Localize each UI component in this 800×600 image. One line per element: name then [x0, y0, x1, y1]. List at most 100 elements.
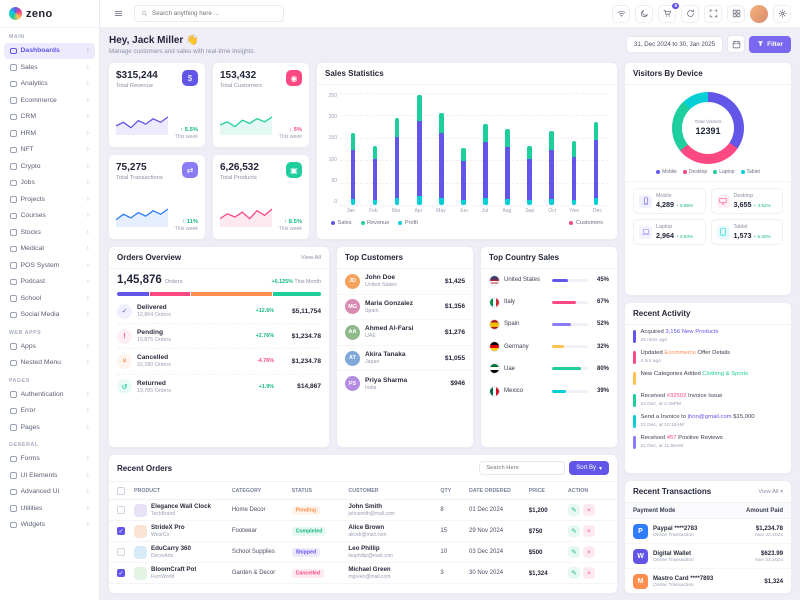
country-progress	[552, 389, 588, 393]
country-row[interactable]: Germany 32%	[481, 336, 617, 358]
x-axis-label: Jun	[459, 208, 468, 214]
orders-overview-row[interactable]: ! Pending 15,875 Orders +2.76% $1,234.78	[117, 324, 321, 350]
delete-button[interactable]: ×	[582, 504, 595, 516]
edit-button[interactable]: ✎	[567, 567, 580, 579]
chevron-right-icon: ›	[86, 80, 89, 88]
customer-row[interactable]: JD John Doe United States $1,425	[337, 269, 473, 295]
grid-icon[interactable]	[727, 4, 745, 23]
orders-overview-row[interactable]: ✓ Delivered 12,864 Orders +12.6% $5,11,754	[117, 299, 321, 325]
sidebar-item-ecommerce[interactable]: Ecommerce ›	[4, 93, 95, 109]
customer-row[interactable]: MG Maria Gonzalez Spain $1,356	[337, 295, 473, 321]
sidebar-item-pages[interactable]: Pages ›	[4, 420, 95, 436]
sidebar-item-nft[interactable]: NFT ›	[4, 142, 95, 158]
sidebar-item-school[interactable]: School ›	[4, 291, 95, 307]
sidebar-item-courses[interactable]: Courses ›	[4, 208, 95, 224]
legend-profit[interactable]: Profit	[398, 220, 418, 226]
refresh-icon[interactable]	[681, 4, 699, 23]
date-range-picker[interactable]: 31, Dec 2024 to 30, Jan 2025	[625, 35, 724, 53]
sidebar-item-medical[interactable]: Medical ›	[4, 241, 95, 257]
sidebar-item-forms[interactable]: Forms ›	[4, 451, 95, 467]
legend-sales[interactable]: Sales	[331, 220, 352, 226]
edit-button[interactable]: ✎	[567, 546, 580, 558]
sidebar-item-analytics[interactable]: Analytics ›	[4, 76, 95, 92]
row-checkbox[interactable]	[117, 506, 125, 514]
customer-row[interactable]: AT Akira Tanaka Japan $1,055	[337, 346, 473, 372]
sidebar-item-jobs[interactable]: Jobs ›	[4, 175, 95, 191]
order-amount: $1,234.78	[291, 332, 321, 340]
sidebar-item-podcast[interactable]: Podcast ›	[4, 274, 95, 290]
sidebar-item-ui-elements[interactable]: UI Elements ›	[4, 468, 95, 484]
user-avatar[interactable]	[750, 4, 768, 23]
transaction-row[interactable]: P Paypal ****2783 Online Transaction $1,234…	[625, 519, 791, 545]
delete-button[interactable]: ×	[582, 525, 595, 537]
sidebar-item-projects[interactable]: Projects ›	[4, 192, 95, 208]
sidebar-item-stocks[interactable]: Stocks ›	[4, 225, 95, 241]
order-customer-name: Alice Brown	[348, 524, 385, 531]
sidebar-item-authentication[interactable]: Authentication ›	[4, 387, 95, 403]
country-row[interactable]: Italy 67%	[481, 291, 617, 313]
transaction-row[interactable]: W Digital Wallet Online Transaction $623.99…	[625, 544, 791, 570]
sidebar-item-advanced-ui[interactable]: Advanced UI ›	[4, 484, 95, 500]
transaction-row[interactable]: M Mastro Card ****7893 Online Transaction $…	[625, 569, 791, 593]
customer-row[interactable]: AA Ahmed Al-Farsi UAE $1,276	[337, 320, 473, 346]
legend-tablet[interactable]: Tablet	[740, 169, 760, 175]
legend-desktop[interactable]: Desktop	[682, 169, 707, 175]
edit-button[interactable]: ✎	[567, 525, 580, 537]
fullscreen-icon[interactable]	[704, 4, 722, 23]
sidebar-item-hrm[interactable]: HRM ›	[4, 126, 95, 142]
sidebar-item-crypto[interactable]: Crypto ›	[4, 159, 95, 175]
select-all-checkbox[interactable]	[117, 486, 125, 495]
dark-mode-icon[interactable]	[635, 4, 653, 23]
activity-item: Received 457 Positive Reviews 21 Dec, at …	[625, 432, 791, 453]
sidebar-item-widgets[interactable]: Widgets ›	[4, 517, 95, 533]
legend-revenue[interactable]: Revenue	[360, 220, 389, 226]
cart-icon[interactable]: 5	[658, 2, 679, 23]
country-row[interactable]: Uae 80%	[481, 358, 617, 380]
wifi-icon[interactable]	[612, 4, 630, 23]
product-cell: EduCarry 360 DecorArts	[134, 545, 228, 559]
delete-button[interactable]: ×	[582, 546, 595, 558]
country-row[interactable]: Spain 52%	[481, 313, 617, 335]
filter-button[interactable]: Filter	[749, 35, 791, 53]
bar-group-aug	[505, 129, 510, 205]
legend-dot	[398, 221, 403, 225]
sidebar-item-crm[interactable]: CRM ›	[4, 109, 95, 125]
edit-button[interactable]: ✎	[567, 504, 580, 516]
transactions-view-all-link[interactable]: View All ▾	[758, 489, 783, 495]
settings-icon[interactable]	[773, 4, 791, 23]
legend-laptop[interactable]: Laptop	[713, 169, 735, 175]
legend-mobile[interactable]: Mobile	[656, 169, 677, 175]
sidebar-item-utilities[interactable]: Utilities ›	[4, 501, 95, 517]
nested-menu-icon	[10, 359, 17, 366]
sales-bar	[593, 140, 599, 199]
country-row[interactable]: Mexico 39%	[481, 380, 617, 402]
calendar-button[interactable]	[727, 35, 746, 53]
legend-customers[interactable]: Customers	[569, 220, 603, 226]
country-row[interactable]: United States 45%	[481, 269, 617, 291]
orders-view-all-link[interactable]: View All	[300, 254, 321, 261]
customer-row[interactable]: PS Priya Sharma India $946	[337, 371, 473, 396]
orders-overview-row[interactable]: ↺ Returned 19,785 Orders +1.9% $14,867	[117, 375, 321, 399]
delete-button[interactable]: ×	[582, 567, 595, 579]
sidebar-item-dashboards[interactable]: Dashboards ›	[4, 43, 95, 59]
sidebar-item-social-media[interactable]: Social Media ›	[4, 307, 95, 323]
brand-logo[interactable]: zeno	[0, 0, 99, 28]
search-bar[interactable]	[134, 5, 284, 22]
topbar-icon-group: 5	[612, 2, 745, 23]
row-checkbox[interactable]: ✓	[117, 527, 125, 535]
sort-by-button[interactable]: Sort By ▾	[569, 461, 609, 475]
sidebar-item-sales[interactable]: Sales ›	[4, 60, 95, 76]
orders-search-input[interactable]	[479, 461, 566, 475]
sidebar-item-apps[interactable]: Apps ›	[4, 339, 95, 355]
row-checkbox[interactable]	[117, 548, 125, 556]
search-input[interactable]	[152, 10, 277, 17]
orders-overview-row[interactable]: × Cancelled 32,180 Orders -4.76% $1,234.78	[117, 349, 321, 375]
order-status-count: 32,180 Orders	[137, 362, 171, 369]
activity-marker	[633, 329, 636, 343]
sidebar-item-pos-system[interactable]: POS System ›	[4, 258, 95, 274]
hamburger-menu-icon[interactable]	[109, 4, 127, 23]
sidebar-item-error[interactable]: Error ›	[4, 403, 95, 419]
sidebar-item-nested-menu[interactable]: Nested Menu ›	[4, 355, 95, 371]
row-checkbox[interactable]: ✓	[117, 569, 125, 577]
page-header: Hey, Jack Miller 👋 Manage customers and …	[108, 34, 792, 56]
